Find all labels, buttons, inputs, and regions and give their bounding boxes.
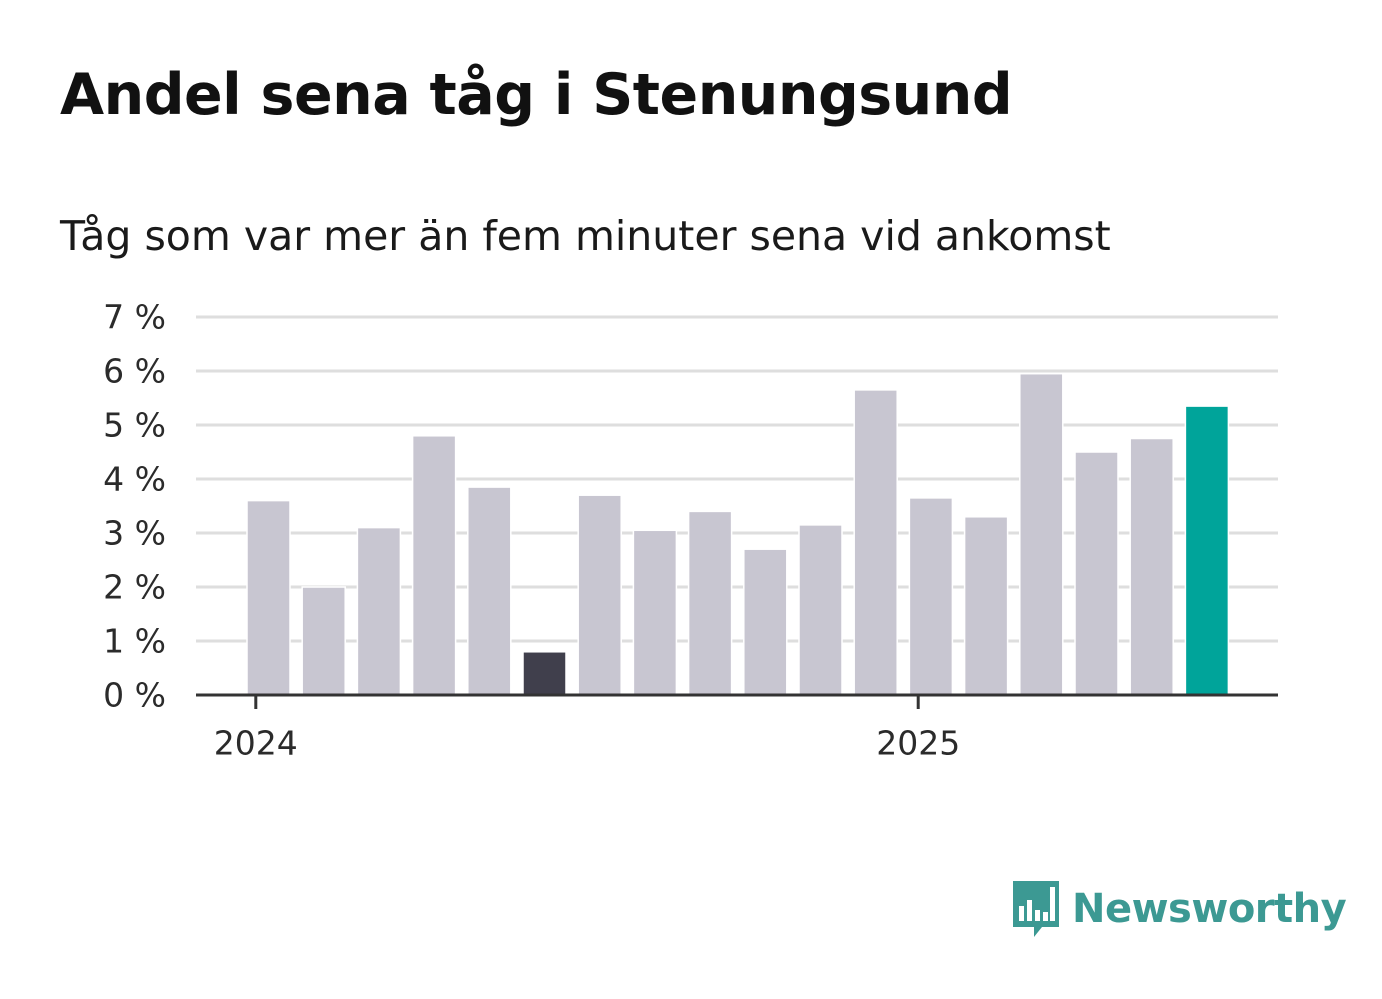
chart-subtitle: Tåg som var mer än fem minuter sena vid … — [60, 212, 1111, 260]
y-tick-label: 4 % — [103, 460, 166, 499]
bar — [356, 526, 402, 696]
bar — [1074, 451, 1119, 696]
x-tick-label: 2024 — [214, 724, 298, 763]
y-tick-label: 1 % — [103, 622, 166, 661]
bar — [687, 510, 733, 696]
bar — [246, 499, 291, 696]
newsworthy-logo: Newsworthy — [1010, 878, 1347, 940]
bar — [522, 651, 567, 696]
y-tick-label: 0 % — [103, 676, 166, 715]
bar — [908, 497, 954, 696]
x-tick-label: 2025 — [876, 724, 960, 763]
bar — [1184, 405, 1230, 696]
y-tick-label: 5 % — [103, 406, 166, 445]
axis-labels: 0 % 1 % 2 % 3 % 4 % 5 % 6 % 7 % 2024 2025 — [103, 298, 960, 763]
y-tick-label: 6 % — [103, 352, 166, 391]
bar — [577, 494, 622, 696]
chart-title: Andel sena tåg i Stenungsund — [60, 62, 1013, 128]
bar — [411, 435, 457, 696]
bar — [853, 389, 898, 696]
bar — [1129, 437, 1174, 696]
bar — [467, 486, 512, 696]
y-tick-label: 2 % — [103, 568, 166, 607]
brand-name: Newsworthy — [1072, 886, 1347, 932]
y-tick-label: 3 % — [103, 514, 166, 553]
bar — [301, 586, 346, 696]
bars — [246, 372, 1230, 696]
y-tick-label: 7 % — [103, 298, 166, 337]
bar — [632, 529, 678, 696]
bar — [1019, 372, 1064, 696]
bar — [963, 516, 1009, 696]
bar — [743, 548, 788, 696]
newsworthy-chart-bubble-icon — [1013, 881, 1059, 937]
x-axis — [196, 693, 1278, 709]
bar — [798, 524, 843, 696]
